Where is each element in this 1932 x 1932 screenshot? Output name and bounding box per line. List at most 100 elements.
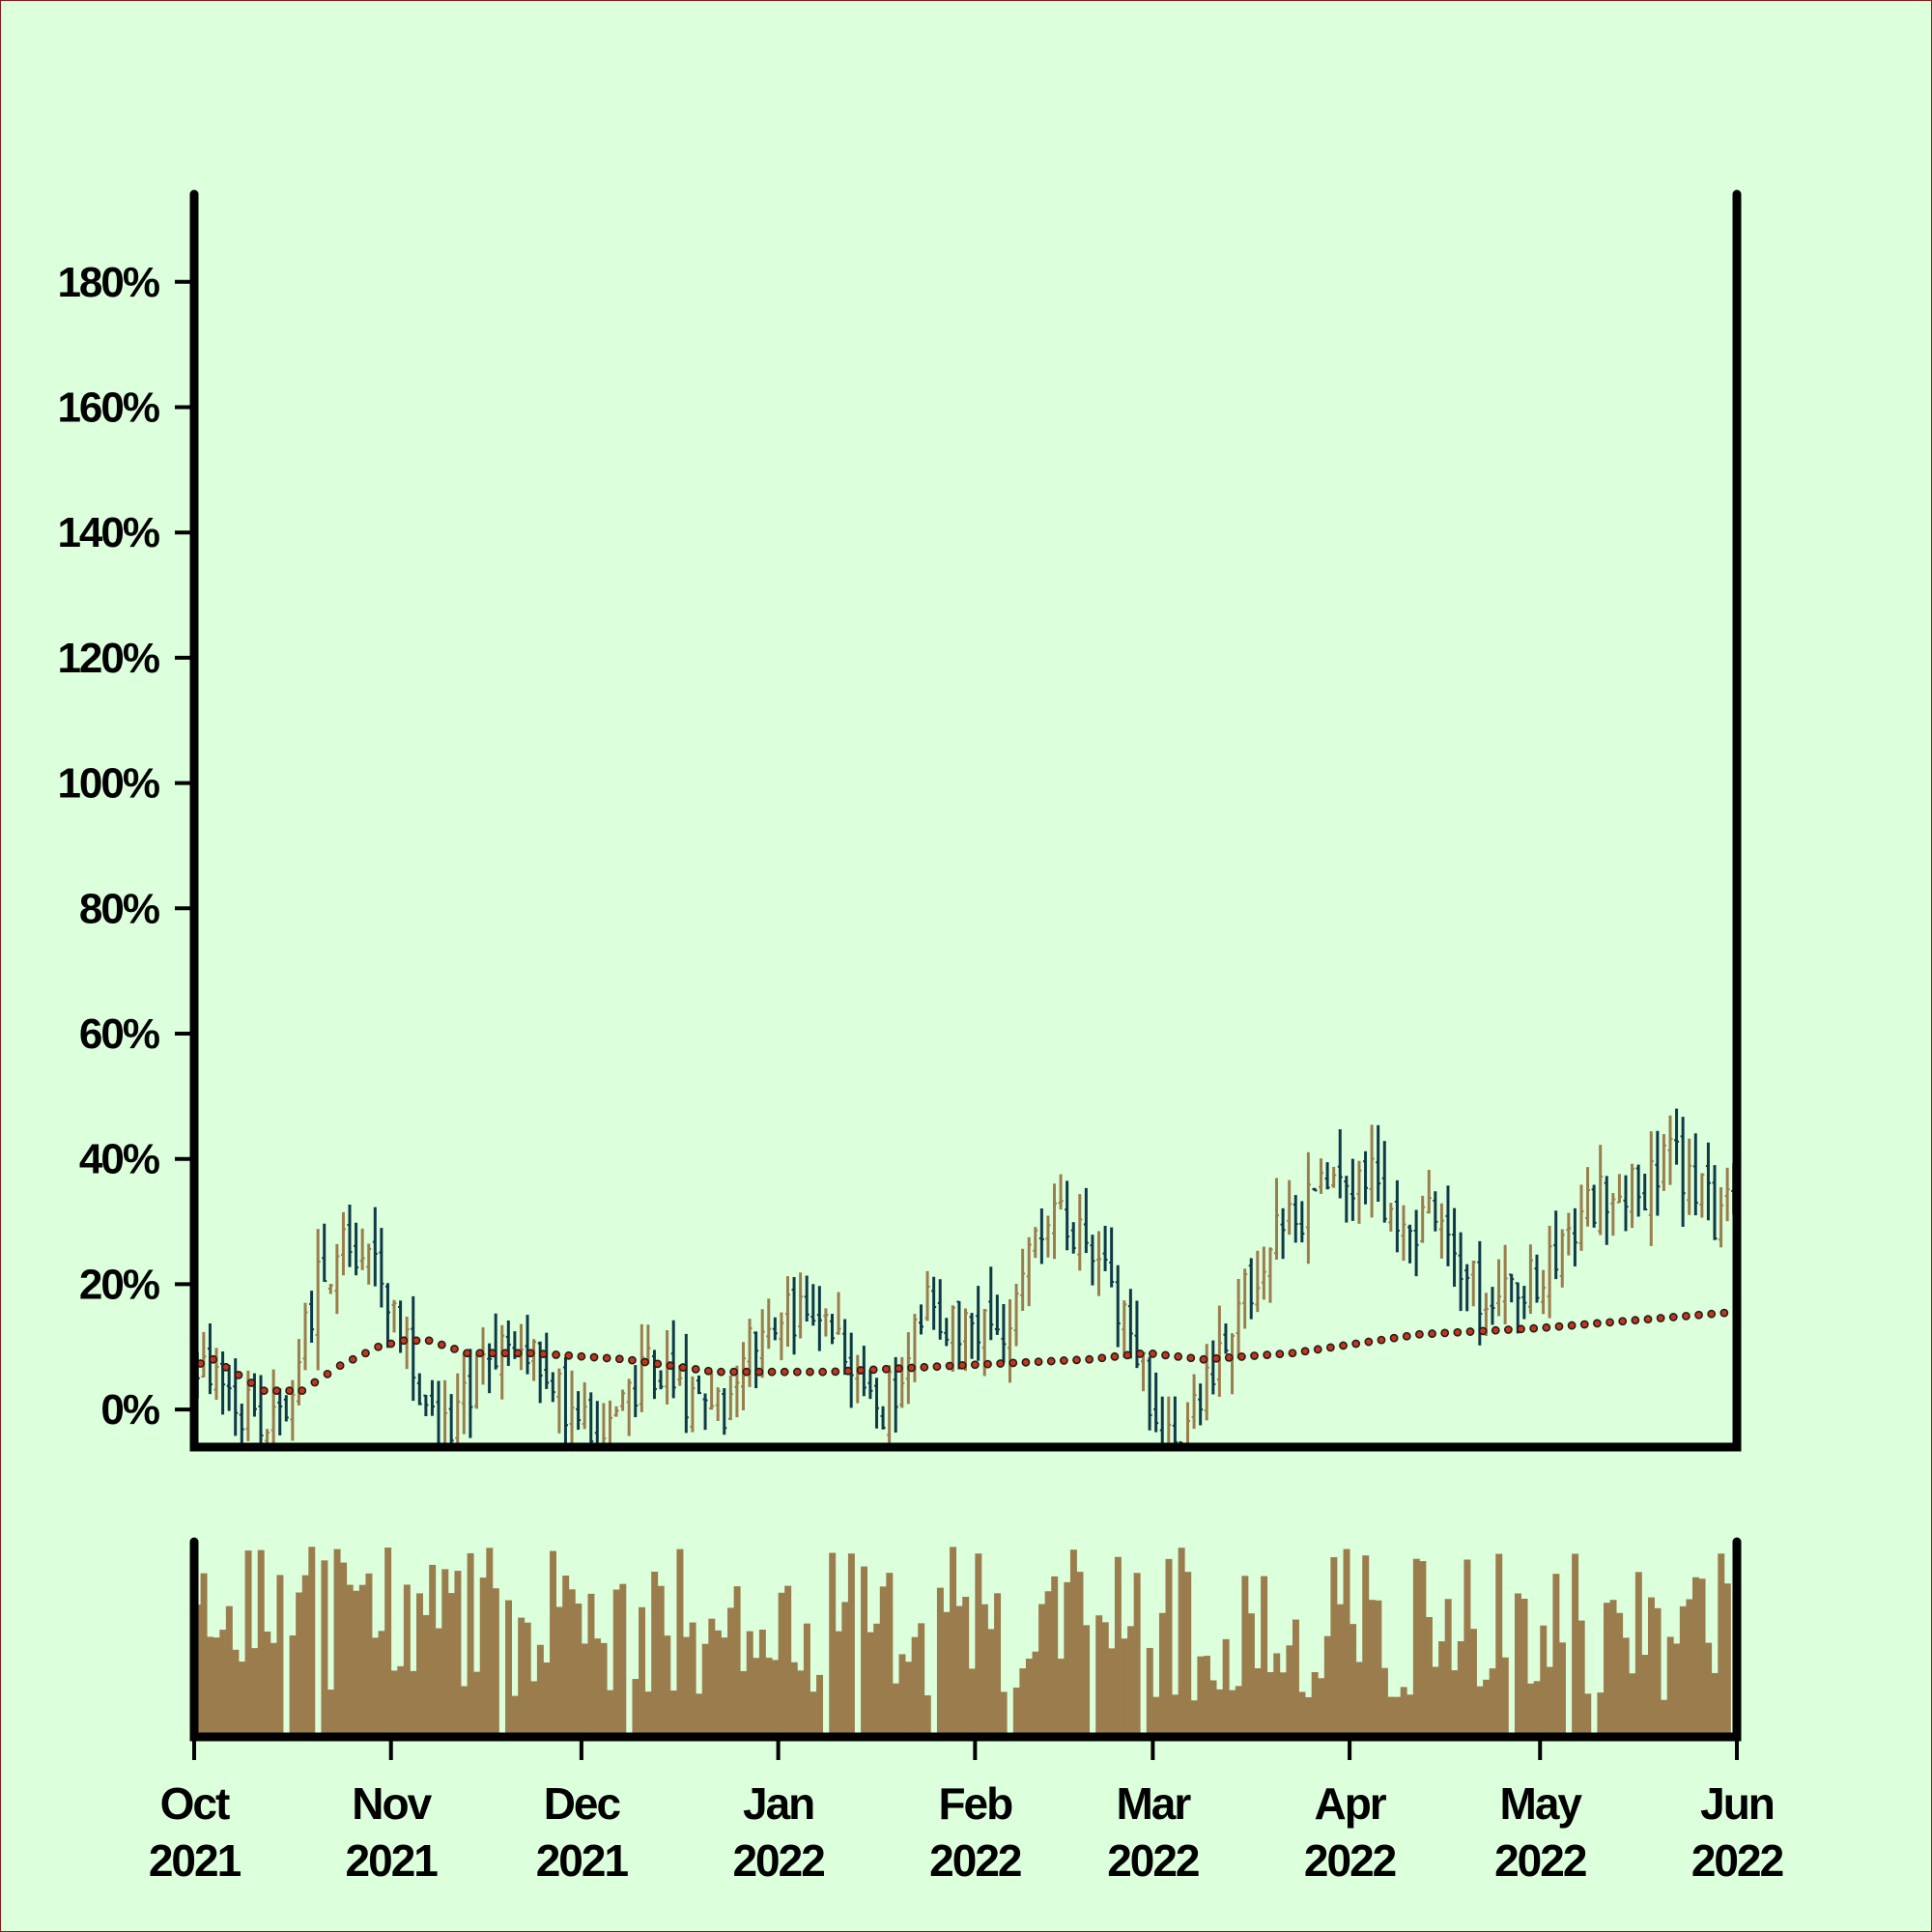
volume-bar: [416, 1593, 423, 1737]
moving-average-point: [1478, 1326, 1488, 1336]
ohlc-bar: [1363, 1151, 1369, 1205]
volume-bar: [936, 1587, 944, 1737]
volume-bar: [619, 1583, 627, 1737]
ohlc-bar: [1090, 1235, 1095, 1286]
y-tick-label: 120%: [57, 635, 158, 682]
volume-bar: [975, 1553, 982, 1737]
volume-bar: [403, 1584, 411, 1737]
ohlc-bar: [277, 1388, 283, 1435]
ohlc-bar: [1642, 1174, 1648, 1211]
moving-average-point: [234, 1371, 243, 1379]
volume-bar: [701, 1643, 709, 1737]
ohlc-bar: [976, 1286, 981, 1361]
moving-average-point: [1135, 1350, 1145, 1358]
ohlc-bar: [322, 1223, 327, 1283]
ohlc-bar: [1350, 1158, 1355, 1221]
volume-bar: [461, 1686, 468, 1737]
ohlc-bar: [1159, 1396, 1164, 1443]
volume-bar: [1375, 1600, 1382, 1737]
volume-bar: [1451, 1670, 1459, 1737]
volume-bar: [1686, 1599, 1693, 1737]
volume-bar: [511, 1695, 519, 1737]
moving-average-point: [1021, 1357, 1031, 1367]
volume-bar: [1318, 1678, 1325, 1737]
ohlc-bar: [1369, 1124, 1375, 1218]
moving-average-point: [310, 1378, 320, 1387]
volume-bar: [1178, 1548, 1185, 1737]
moving-average-point: [552, 1350, 561, 1359]
moving-average-point: [539, 1350, 548, 1358]
ohlc-bar: [608, 1400, 612, 1443]
ohlc-bar: [899, 1356, 905, 1408]
ohlc-bar: [994, 1294, 1000, 1335]
ohlc-bar: [1470, 1260, 1476, 1307]
ohlc-bar: [1566, 1212, 1572, 1256]
ohlc-bar: [1179, 1440, 1183, 1443]
volume-bar: [1616, 1612, 1624, 1737]
ohlc-bar: [499, 1324, 505, 1400]
volume-bar: [721, 1637, 728, 1737]
ohlc-bar: [1077, 1194, 1083, 1271]
moving-average-point: [1009, 1358, 1018, 1368]
ohlc-bar: [588, 1392, 594, 1443]
ohlc-bar: [1407, 1224, 1413, 1264]
volume-bar: [1355, 1662, 1363, 1737]
volume-bar: [1647, 1597, 1655, 1737]
ohlc-bar: [1058, 1174, 1064, 1210]
axes: 0% 20% 40% 60% 80% 100% 120% 140% 160% 180% Oct 202…: [57, 189, 1785, 1886]
volume-bar: [1311, 1671, 1319, 1737]
moving-average-point: [843, 1366, 853, 1376]
ohlc-bar: [1413, 1209, 1419, 1277]
ohlc-bar: [366, 1243, 372, 1285]
volume-bar: [1698, 1578, 1706, 1737]
volume-bar: [651, 1572, 659, 1737]
volume-bar: [1254, 1668, 1262, 1737]
moving-average-point: [1719, 1308, 1729, 1318]
moving-average-point: [589, 1352, 599, 1362]
volume-bar: [372, 1637, 379, 1737]
volume-bar: [1622, 1637, 1630, 1737]
volume-bar: [911, 1636, 919, 1737]
price-panel: [194, 1108, 1737, 1443]
ohlc-bar: [683, 1333, 689, 1434]
moving-average-point: [1682, 1311, 1690, 1321]
volume-bar: [397, 1665, 405, 1737]
volume-bar: [1305, 1696, 1313, 1737]
volume-bar: [492, 1588, 499, 1737]
ohlc-bar: [709, 1372, 715, 1410]
ohlc-bar: [1464, 1264, 1470, 1312]
volume-bar: [1666, 1636, 1674, 1737]
ohlc-bar: [1324, 1162, 1330, 1190]
volume-bar: [1343, 1548, 1350, 1737]
x-tick-month: Jun: [1700, 1778, 1774, 1829]
volume-bar: [1520, 1598, 1528, 1737]
volume-bar: [1019, 1668, 1027, 1737]
moving-average-point: [488, 1349, 497, 1358]
ohlc-bar: [1547, 1225, 1552, 1319]
volume-bar: [1350, 1624, 1357, 1737]
volume-bar: [1438, 1641, 1446, 1737]
ohlc-bar: [270, 1369, 276, 1443]
ohlc-bar: [1578, 1184, 1584, 1251]
moving-average-point: [1364, 1337, 1374, 1347]
ohlc-bar: [816, 1286, 822, 1351]
volume-bar: [479, 1577, 487, 1737]
volume-bar: [270, 1642, 277, 1737]
ohlc-bar: [727, 1375, 733, 1421]
ohlc-bar: [1687, 1138, 1692, 1215]
volume-bar: [829, 1552, 837, 1737]
ohlc-bar: [327, 1284, 333, 1294]
moving-average-point: [1643, 1315, 1653, 1323]
ohlc-bar: [1147, 1356, 1152, 1431]
ohlc-bar: [1692, 1133, 1698, 1216]
volume-bar: [746, 1631, 753, 1737]
volume-bar: [790, 1662, 798, 1737]
moving-average-point: [678, 1363, 688, 1372]
moving-average-point: [1440, 1328, 1450, 1338]
x-tick-month: Apr: [1314, 1778, 1386, 1829]
ohlc-bar: [391, 1299, 397, 1333]
x-tick-month: Jan: [743, 1778, 813, 1829]
ohlc-bar: [1248, 1258, 1254, 1320]
volume-bar: [365, 1573, 373, 1737]
volume-bar: [1501, 1657, 1509, 1737]
